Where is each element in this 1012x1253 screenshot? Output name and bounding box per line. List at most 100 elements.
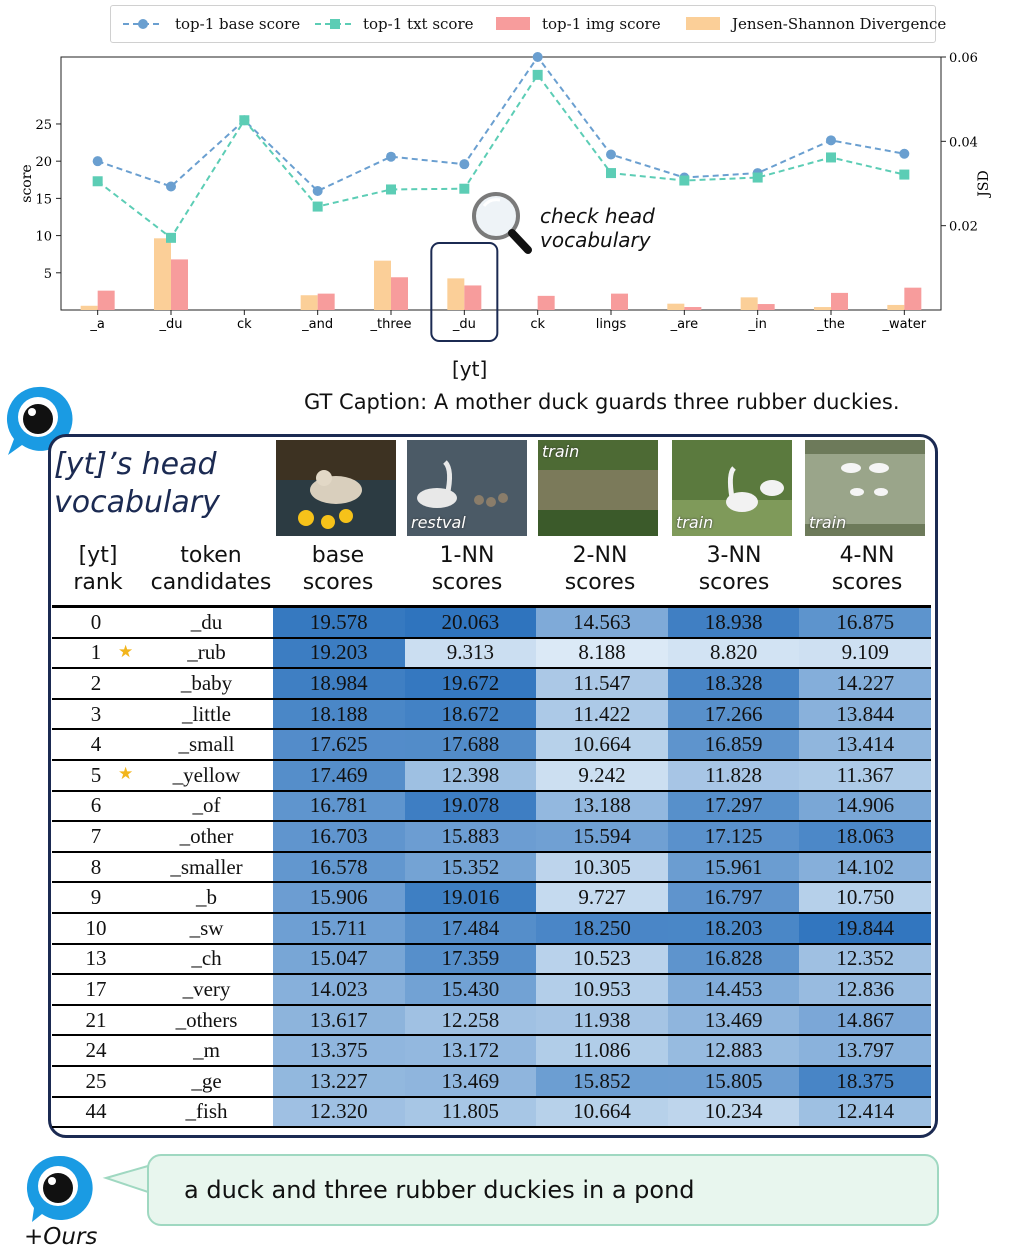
head-title-line-1: [yt]’s head (54, 447, 217, 482)
score-cell: 17.359 (404, 943, 537, 976)
score-cell: 17.688 (404, 729, 537, 761)
rank-cell: 25 (52, 1065, 140, 1098)
rank-value: 6 (90, 793, 102, 818)
img-bar (831, 292, 848, 310)
score-cell: 9.727 (536, 882, 668, 914)
score-cell: 11.828 (667, 759, 800, 792)
score-cell: 12.320 (273, 1096, 405, 1129)
thumbnail-2nn: train (538, 440, 658, 536)
legend-base: top-1 base score (121, 13, 300, 35)
score-cell: 13.797 (799, 1035, 931, 1067)
swan-photo-2 (672, 440, 792, 536)
score-cell: 17.266 (667, 698, 800, 731)
y-tick-label: 15 (35, 192, 52, 207)
score-cell: 18.203 (667, 912, 800, 945)
token-cell: _very (140, 974, 273, 1006)
rank-value: 13 (85, 946, 107, 971)
jsd-bar (814, 307, 831, 310)
score-cell: 17.297 (667, 790, 800, 823)
img-bar (317, 293, 335, 310)
gt-caption: GT Caption: A mother duck guards three r… (304, 390, 900, 414)
jsd-bar (667, 303, 685, 310)
rank-value: 8 (90, 854, 102, 879)
star-icon: ★ (118, 763, 134, 783)
img-bar (171, 259, 188, 310)
token-cell: _du (140, 604, 273, 639)
header-3nn-line2: scores (698, 570, 770, 595)
rank-cell: 7 (52, 821, 140, 853)
img-bar (611, 293, 628, 310)
jsd-bar (154, 238, 171, 310)
y-tick-label: 10 (35, 230, 52, 245)
series-line (97, 73, 905, 240)
y2-tick-label: 0.06 (949, 51, 978, 66)
x-tick-label: _du (452, 317, 476, 332)
rank-cell: 44 (52, 1096, 140, 1129)
txt-point (386, 184, 396, 195)
rank-cell: 5 ★ (52, 759, 140, 792)
rank-value: 1 (90, 640, 102, 665)
score-cell: 19.203 (273, 637, 405, 670)
score-cell: 12.883 (667, 1035, 800, 1067)
base-point (899, 148, 910, 159)
token-cell: _others (140, 1004, 273, 1037)
img-bar (537, 295, 555, 310)
rank-value: 2 (90, 670, 102, 695)
txt-point (826, 152, 836, 163)
token-cell: _ge (140, 1065, 273, 1098)
score-cell: 13.172 (404, 1035, 537, 1067)
img-bar (684, 307, 702, 310)
score-cell: 19.672 (404, 668, 537, 700)
score-cell: 11.547 (536, 668, 668, 700)
score-cell: 16.797 (667, 882, 800, 914)
rank-value: 0 (90, 609, 102, 634)
header-1nn-line1: 1-NN (439, 543, 495, 568)
thumbnail-base (276, 440, 396, 536)
rank-cell: 2 (52, 668, 140, 700)
highlight-label: [yt] (452, 357, 488, 381)
txt-point (752, 172, 763, 183)
header-rank-line2: rank (73, 570, 123, 595)
y2-tick-label: 0.02 (949, 220, 978, 235)
base-point (826, 135, 836, 146)
score-cell: 12.352 (799, 943, 931, 976)
legend-jsd: Jensen-Shannon Divergence (684, 13, 946, 35)
thumbnail-4nn: train (805, 440, 925, 536)
jsd-bar (374, 260, 391, 310)
thumbnail-3nn: train (672, 440, 792, 536)
thumbnail-3nn-label: train (676, 513, 714, 532)
score-cell: 15.906 (273, 882, 405, 914)
header-base: base scores (276, 542, 400, 596)
rank-cell: 1 ★ (52, 637, 140, 670)
legend-base-marker (123, 19, 163, 29)
txt-point (679, 175, 690, 186)
header-4nn-line1: 4-NN (839, 543, 895, 568)
table-row: 0 _du 19.578 20.063 14.563 18.938 16.875 (52, 604, 931, 639)
token-cell: _yellow (140, 759, 273, 792)
score-cell: 18.188 (273, 698, 405, 731)
rank-value: 5 (90, 762, 102, 787)
y2-tick-label: 0.04 (949, 135, 978, 150)
legend-jsd-label: Jensen-Shannon Divergence (732, 15, 947, 33)
rank-value: 3 (90, 701, 102, 726)
score-cell: 13.414 (799, 729, 931, 761)
rank-value: 17 (85, 976, 107, 1001)
score-cell: 18.984 (273, 668, 405, 700)
table-row: 7 _other 16.703 15.883 15.594 17.125 18.063 (52, 821, 931, 853)
header-4nn: 4-NN scores (805, 542, 929, 596)
header-2nn-line2: scores (564, 570, 636, 595)
swan-photo-3 (805, 440, 925, 536)
thumbnail-2nn-label: train (542, 442, 580, 461)
header-3nn: 3-NN scores (672, 542, 796, 596)
table-row: 6 _of 16.781 19.078 13.188 17.297 14.906 (52, 790, 931, 823)
score-cell: 10.523 (536, 943, 668, 976)
score-cell: 13.375 (273, 1035, 405, 1067)
thumbnail-4nn-label: train (809, 513, 847, 532)
score-cell: 15.852 (536, 1065, 668, 1098)
rank-value: 44 (85, 1099, 107, 1124)
output-caption-text: a duck and three rubber duckies in a pon… (184, 1176, 695, 1204)
score-cell: 18.672 (404, 698, 537, 731)
score-cell: 17.469 (273, 759, 405, 792)
score-cell: 13.844 (799, 698, 931, 731)
score-cell: 13.188 (536, 790, 668, 823)
